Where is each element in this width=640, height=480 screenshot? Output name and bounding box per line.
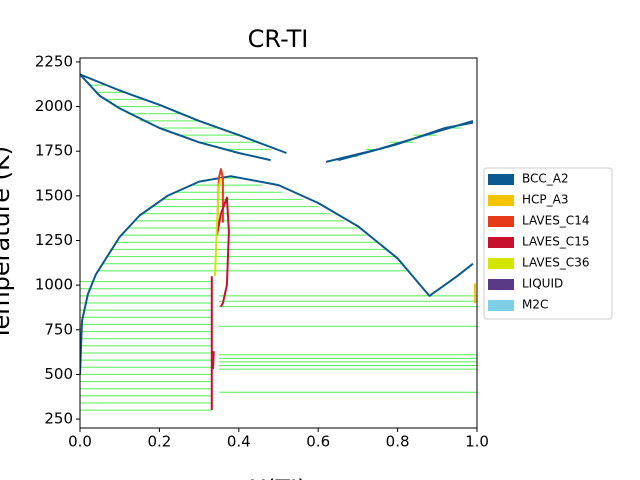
x-tick-label: 0.8 <box>386 433 410 451</box>
legend-label: M2C <box>522 298 548 312</box>
y-tick-label: 2250 <box>35 52 73 70</box>
y-tick-label: 1000 <box>35 276 73 294</box>
legend-swatch <box>488 174 514 185</box>
x-tick-label: 0.2 <box>147 433 171 451</box>
y-tick-label: 750 <box>44 320 73 338</box>
x-tick-label: 1.0 <box>465 433 489 451</box>
y-tick-label: 1250 <box>35 231 73 249</box>
x-tick-label: 0.6 <box>306 433 330 451</box>
chart-title: CR-TI <box>248 25 309 53</box>
x-tick-label: 0.4 <box>227 433 251 451</box>
y-tick-label: 2000 <box>35 97 73 115</box>
x-tick-label: 0.0 <box>68 433 92 451</box>
legend-label: LAVES_C15 <box>522 235 589 249</box>
legend-label: LAVES_C14 <box>522 214 589 228</box>
legend-label: LAVES_C36 <box>522 256 589 270</box>
y-tick-label: 1750 <box>35 142 73 160</box>
x-axis-label: X(TI) <box>250 475 307 480</box>
legend-label: LIQUID <box>522 277 563 291</box>
legend-swatch <box>488 237 514 248</box>
y-tick-label: 1500 <box>35 186 73 204</box>
legend-box <box>483 167 613 320</box>
legend-label: HCP_A3 <box>522 193 568 207</box>
phase-boundary <box>80 73 474 375</box>
legend-swatch <box>488 216 514 227</box>
plot-area <box>80 73 477 411</box>
y-tick-label: 500 <box>44 365 73 383</box>
legend-label: BCC_A2 <box>522 172 569 186</box>
y-axis-label: Temperature (K) <box>0 146 15 341</box>
legend-swatch <box>488 279 514 290</box>
legend-swatch <box>488 258 514 269</box>
phase-boundary <box>210 196 230 411</box>
plot-frame <box>79 57 478 429</box>
y-tick-label: 250 <box>44 410 73 428</box>
phase-boundary <box>214 177 222 277</box>
legend-swatch <box>488 300 514 311</box>
legend-swatch <box>488 195 514 206</box>
